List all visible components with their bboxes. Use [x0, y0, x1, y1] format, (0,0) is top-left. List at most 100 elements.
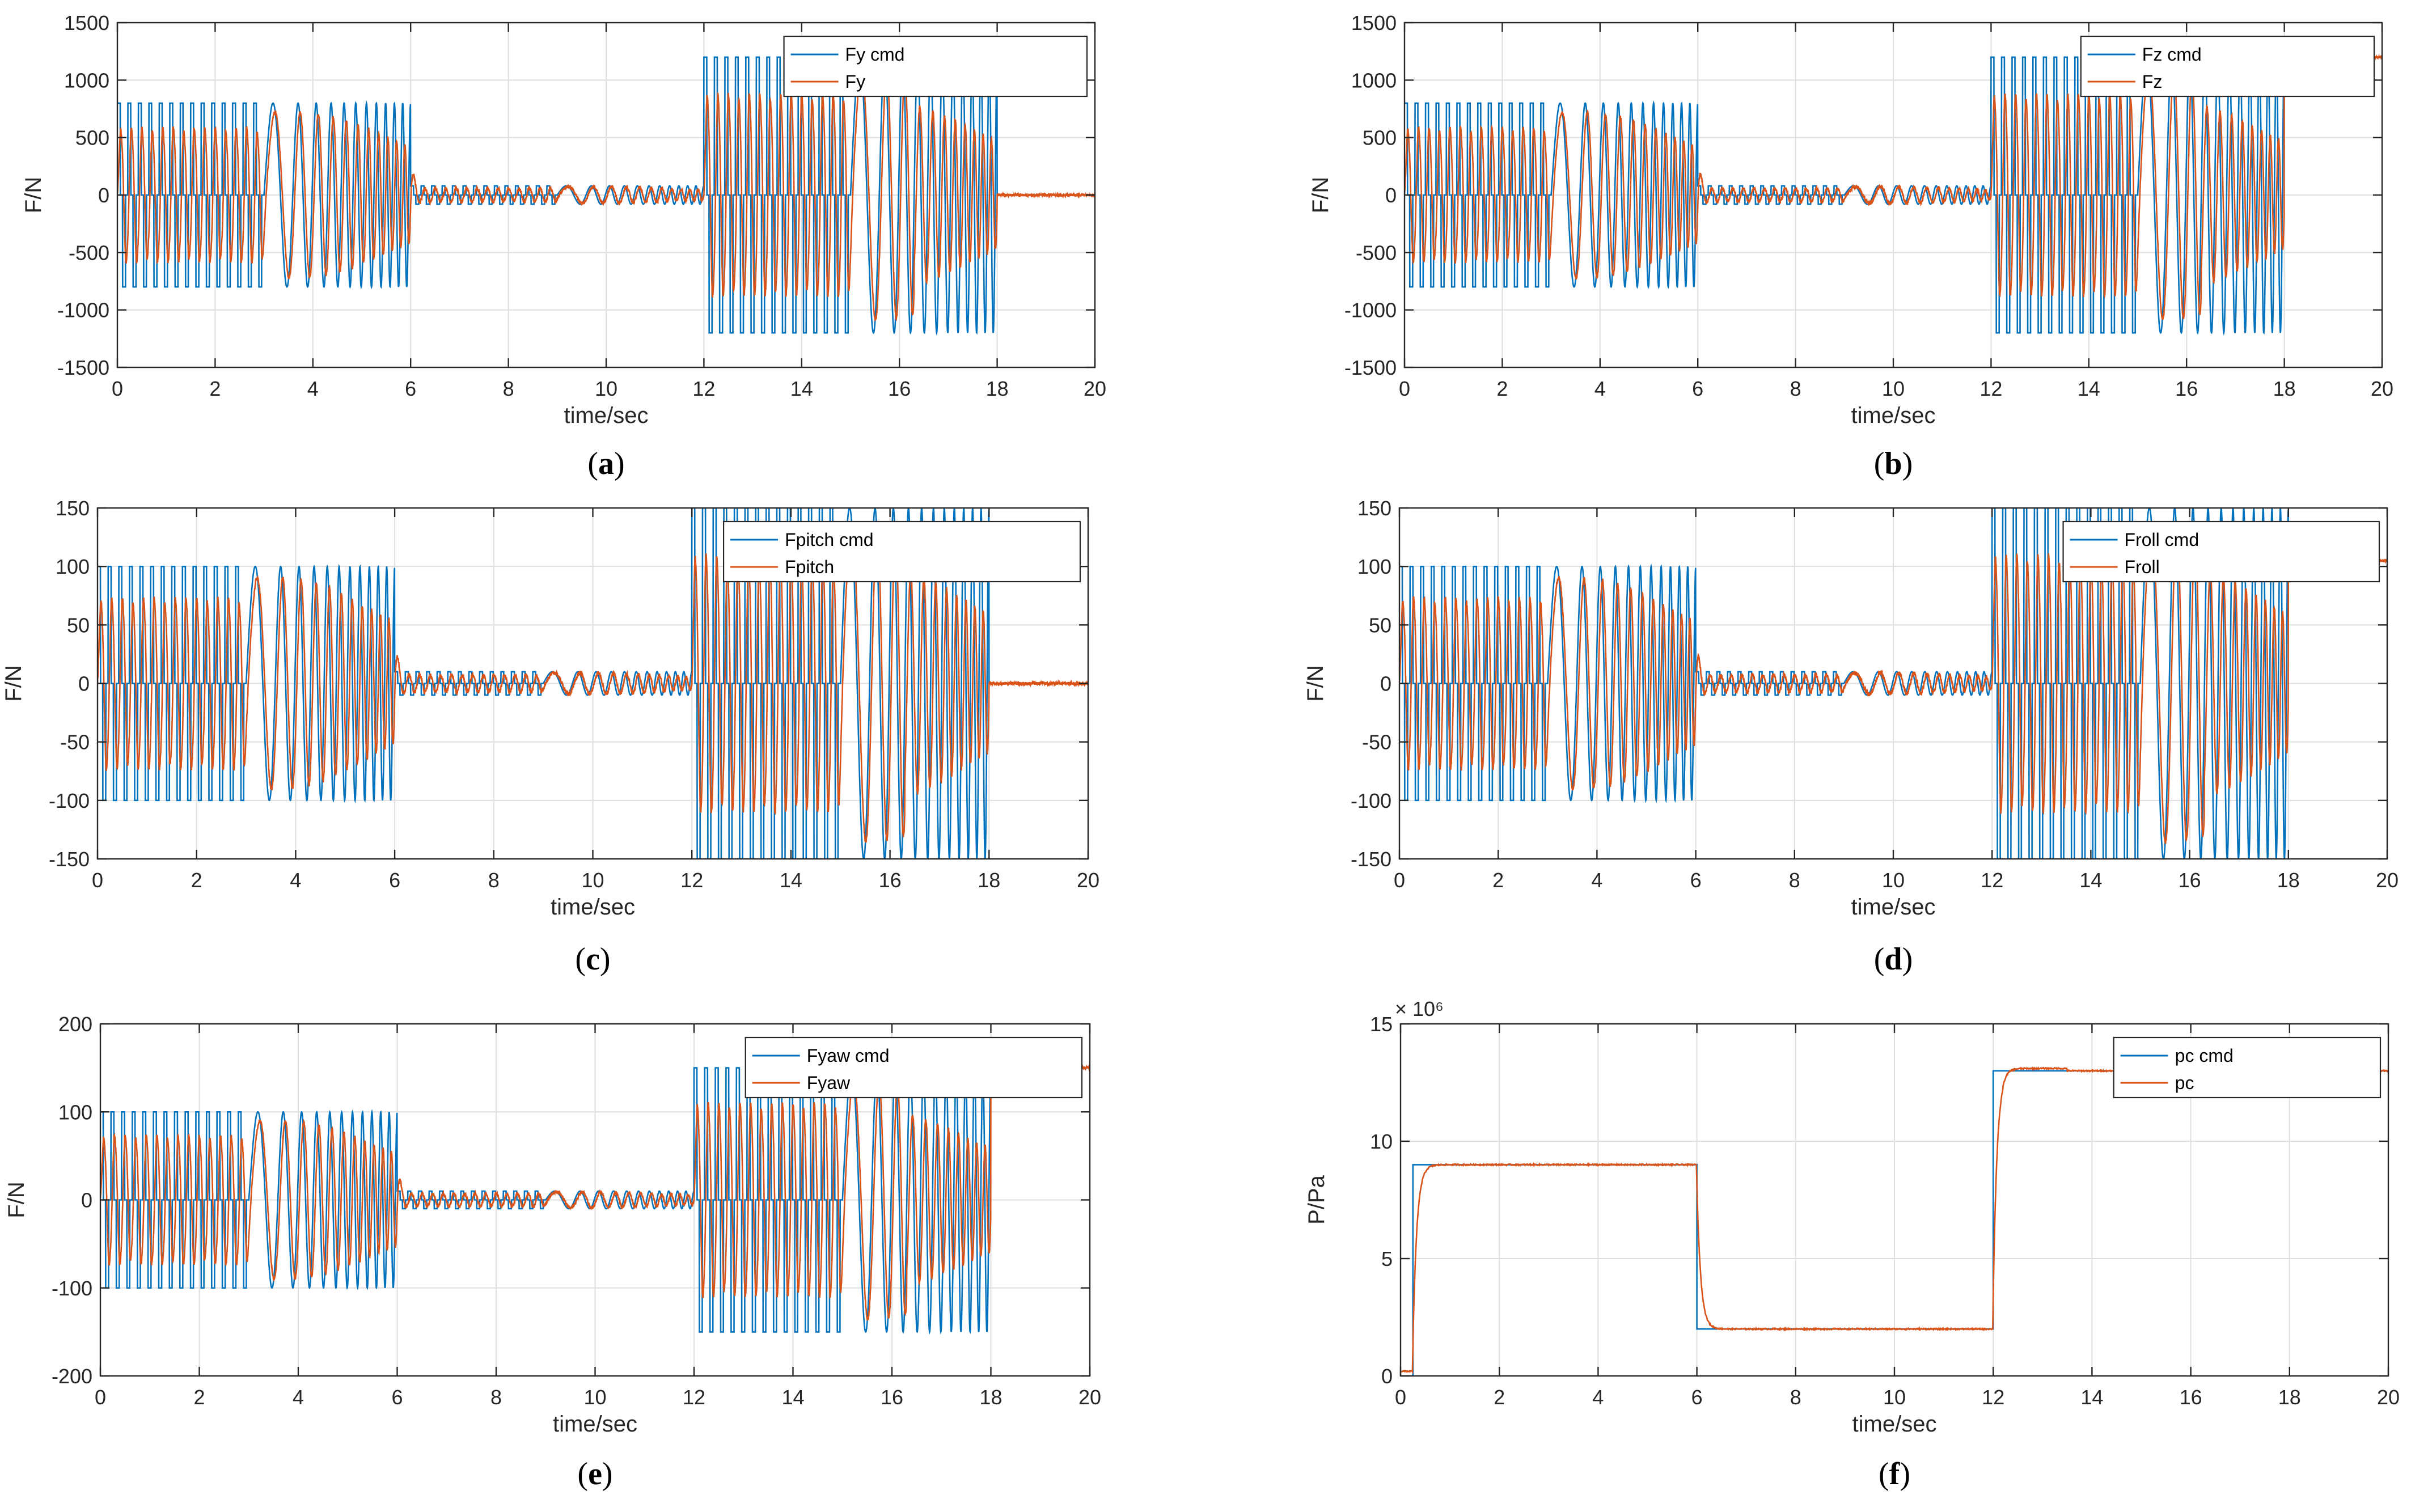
y-tick-label: -150 — [1351, 848, 1391, 871]
y-tick-label: -100 — [49, 789, 90, 812]
legend-box — [2113, 1036, 2382, 1099]
x-tick-label: 18 — [979, 1386, 1002, 1409]
legend-entry: Fyaw — [807, 1073, 851, 1093]
x-tick-label: 10 — [1882, 377, 1905, 400]
chart-panel-f: 0 2 4 6 8 10 12 14 16 18 20 0 5 10 15× 10⁶ time/sec P/Pa… — [1304, 997, 2400, 1492]
y-tick-label: -500 — [69, 241, 109, 264]
legend: Fz cmd Fz — [2080, 35, 2375, 98]
y-tick-label: 150 — [1357, 497, 1391, 520]
x-tick-label: 6 — [1690, 869, 1702, 892]
y-tick-label: 0 — [81, 1189, 92, 1212]
series-line-cmd — [100, 1065, 1090, 1335]
chart-panel-a: 0 2 4 6 8 10 12 14 16 18 20 -1500 -1000 -500 0 500 1000 1… — [21, 11, 1106, 481]
y-axis-label: F/N — [1308, 177, 1333, 213]
panel-caption: (f) — [1879, 1456, 1910, 1492]
y-axis-label: F/N — [21, 177, 46, 213]
y-exponent-label: × 10⁶ — [1395, 997, 1444, 1020]
chart-panel-d: 0 2 4 6 8 10 12 14 16 18 20 -150 -100 -50 0 50 100 150 tim… — [1303, 497, 2399, 977]
x-tick-label: 0 — [1394, 869, 1405, 892]
x-tick-label: 2 — [209, 377, 221, 400]
y-tick-label: 0 — [1380, 672, 1391, 696]
x-tick-label: 18 — [978, 869, 1000, 892]
y-tick-label: 150 — [56, 497, 90, 520]
x-tick-label: 10 — [1883, 1386, 1906, 1409]
y-axis-label: F/N — [1303, 665, 1328, 701]
y-tick-label: 500 — [1363, 126, 1397, 150]
x-tick-label: 4 — [293, 1386, 304, 1409]
chart-panel-c: 0 2 4 6 8 10 12 14 16 18 20 -150 -100 -50 0 50 100 150 tim… — [1, 497, 1099, 977]
x-tick-label: 14 — [781, 1386, 804, 1409]
x-tick-label: 4 — [290, 869, 301, 892]
x-tick-label: 0 — [1395, 1386, 1406, 1409]
y-tick-label: 100 — [58, 1100, 92, 1124]
x-tick-label: 20 — [1084, 377, 1106, 400]
y-tick-label: -200 — [52, 1365, 92, 1388]
x-tick-label: 12 — [1982, 1386, 2004, 1409]
legend-entry: Froll — [2125, 557, 2160, 577]
x-tick-label: 12 — [680, 869, 703, 892]
legend: Fyaw cmd Fyaw — [745, 1036, 1083, 1099]
x-tick-label: 8 — [1790, 377, 1801, 400]
x-tick-label: 14 — [2079, 869, 2102, 892]
panel-caption: (d) — [1874, 942, 1913, 977]
legend-entry: Fz — [2142, 71, 2163, 92]
y-tick-label: 10 — [1370, 1130, 1393, 1153]
panel-caption: (e) — [577, 1456, 612, 1492]
y-tick-label: -100 — [1351, 789, 1391, 812]
y-tick-label: 1000 — [64, 69, 109, 92]
legend-entry: Fpitch cmd — [785, 530, 873, 550]
series-line-meas — [1399, 523, 2387, 844]
x-tick-label: 0 — [112, 377, 123, 400]
x-tick-label: 18 — [2273, 377, 2296, 400]
legend: Fy cmd Fy — [783, 35, 1088, 98]
x-tick-label: 10 — [583, 1386, 606, 1409]
x-tick-label: 10 — [581, 869, 604, 892]
x-tick-label: 16 — [881, 1386, 903, 1409]
x-tick-label: 10 — [595, 377, 617, 400]
x-tick-label: 16 — [2180, 1386, 2202, 1409]
y-tick-label: -50 — [60, 731, 90, 754]
x-tick-label: 4 — [307, 377, 319, 400]
y-tick-label: -100 — [52, 1277, 92, 1300]
panel-caption: (c) — [575, 942, 610, 977]
x-tick-label: 8 — [490, 1386, 502, 1409]
x-tick-label: 6 — [1691, 1386, 1703, 1409]
y-axis-label: P/Pa — [1304, 1175, 1329, 1224]
legend: pc cmd pc — [2113, 1036, 2382, 1099]
legend-box — [745, 1036, 1083, 1099]
x-axis-label: time/sec — [553, 1412, 637, 1437]
x-tick-label: 20 — [2376, 869, 2399, 892]
x-tick-label: 20 — [1077, 869, 1099, 892]
x-tick-label: 18 — [986, 377, 1009, 400]
chart-panel-b: 0 2 4 6 8 10 12 14 16 18 20 -1500 -1000 -500 0 500 1000 1… — [1308, 11, 2393, 481]
y-tick-label: 200 — [58, 1013, 92, 1036]
x-tick-label: 2 — [1496, 377, 1508, 400]
x-tick-label: 4 — [1592, 1386, 1604, 1409]
x-tick-label: 14 — [780, 869, 802, 892]
x-tick-label: 20 — [2371, 377, 2393, 400]
x-tick-label: 18 — [2278, 1386, 2301, 1409]
y-tick-label: -1500 — [57, 356, 109, 379]
x-tick-label: 6 — [389, 869, 400, 892]
y-tick-label: -1000 — [57, 299, 109, 322]
y-tick-label: -500 — [1356, 241, 1397, 264]
legend-entry: Fy cmd — [845, 44, 905, 65]
legend-entry: pc cmd — [2175, 1045, 2234, 1066]
legend-entry: Fyaw cmd — [807, 1045, 890, 1066]
y-tick-label: 15 — [1370, 1013, 1393, 1036]
series-line-meas — [1405, 53, 2382, 320]
legend: Fpitch cmd Fpitch — [722, 520, 1081, 583]
x-tick-label: 2 — [1494, 1386, 1505, 1409]
x-axis-label: time/sec — [551, 895, 635, 920]
y-tick-label: 50 — [67, 613, 90, 637]
y-tick-label: -150 — [49, 848, 90, 871]
panel-caption: (b) — [1874, 446, 1913, 481]
legend-box — [783, 35, 1088, 98]
x-tick-label: 4 — [1591, 869, 1602, 892]
x-tick-label: 0 — [1399, 377, 1410, 400]
x-axis-label: time/sec — [1851, 895, 1936, 920]
y-tick-label: -50 — [1362, 731, 1391, 754]
y-tick-label: 1000 — [1351, 69, 1397, 92]
x-tick-label: 0 — [92, 869, 103, 892]
y-tick-label: 0 — [1381, 1365, 1393, 1388]
